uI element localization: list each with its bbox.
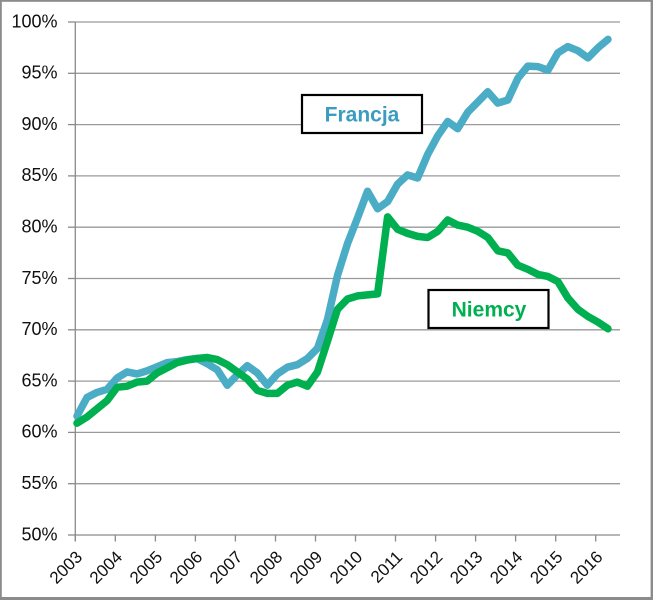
svg-text:95%: 95%: [21, 63, 57, 83]
svg-text:65%: 65%: [21, 370, 57, 390]
svg-text:100%: 100%: [11, 11, 57, 31]
svg-text:85%: 85%: [21, 165, 57, 185]
svg-text:55%: 55%: [21, 473, 57, 493]
svg-text:50%: 50%: [21, 524, 57, 544]
svg-text:Francja: Francja: [325, 104, 400, 127]
svg-text:Niemcy: Niemcy: [452, 299, 527, 322]
svg-text:60%: 60%: [21, 422, 57, 442]
svg-text:90%: 90%: [21, 114, 57, 134]
svg-text:70%: 70%: [21, 319, 57, 339]
svg-text:75%: 75%: [21, 268, 57, 288]
svg-text:80%: 80%: [21, 217, 57, 237]
